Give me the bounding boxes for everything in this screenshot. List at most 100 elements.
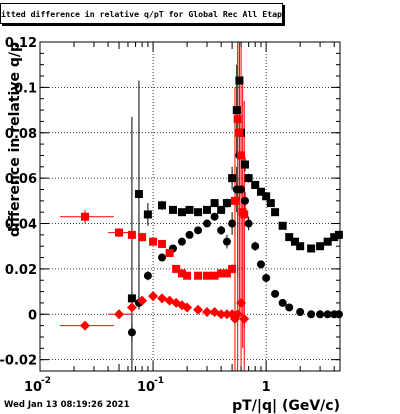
data-point-square bbox=[177, 269, 186, 278]
y-tick-label: 0.02 bbox=[5, 263, 37, 278]
data-point-circle bbox=[217, 226, 226, 235]
data-point-square bbox=[217, 205, 226, 214]
data-point-square bbox=[285, 233, 294, 242]
data-point-square bbox=[158, 239, 167, 248]
data-point-square bbox=[262, 192, 271, 201]
timestamp: Wed Jan 13 08:19:26 2021 bbox=[4, 400, 130, 410]
data-point-square bbox=[194, 271, 203, 280]
data-point-square bbox=[240, 210, 249, 219]
data-point-circle bbox=[222, 237, 231, 246]
data-point-square bbox=[296, 242, 305, 251]
x-tick-label: 1 bbox=[262, 380, 271, 395]
data-point-square bbox=[222, 269, 231, 278]
x-tick-label: 10 bbox=[24, 380, 42, 395]
data-point-circle bbox=[228, 219, 237, 228]
data-point-circle bbox=[296, 308, 305, 317]
data-point-square bbox=[240, 160, 249, 169]
y-tick-label: 0.1 bbox=[14, 81, 37, 96]
data-point-square bbox=[237, 151, 246, 160]
data-point-circle bbox=[285, 303, 294, 312]
data-point-circle bbox=[307, 310, 316, 319]
data-point-circle bbox=[256, 260, 265, 269]
data-point-diamond bbox=[137, 295, 148, 306]
x-axis-title: pT/|q| (GeV/c) bbox=[232, 398, 340, 414]
data-point-diamond bbox=[79, 320, 90, 331]
data-point-square bbox=[203, 205, 212, 214]
data-point-diamond bbox=[182, 302, 193, 313]
y-tick-label: 0.04 bbox=[5, 218, 37, 233]
data-point-circle bbox=[177, 237, 186, 246]
data-point-square bbox=[143, 210, 152, 219]
data-point-circle bbox=[237, 185, 246, 194]
data-point-square bbox=[203, 271, 212, 280]
y-axis-title: difference in relative q/p bbox=[7, 42, 23, 237]
data-point-square bbox=[266, 199, 275, 208]
data-point-circle bbox=[251, 242, 260, 251]
x-tick-label-exponent: -1 bbox=[154, 376, 164, 386]
data-point-square bbox=[194, 208, 203, 217]
data-point-square bbox=[80, 212, 89, 221]
data-point-square bbox=[222, 199, 231, 208]
data-point-square bbox=[165, 249, 174, 258]
data-point-square bbox=[138, 233, 147, 242]
y-tick-label: 0.12 bbox=[5, 36, 37, 51]
data-point-square bbox=[210, 199, 219, 208]
data-point-square bbox=[256, 187, 265, 196]
data-point-square bbox=[235, 76, 244, 85]
error-bars bbox=[59, 42, 340, 371]
y-tick-label: 0 bbox=[28, 308, 37, 323]
data-point-square bbox=[278, 221, 287, 230]
data-point-square bbox=[251, 180, 260, 189]
data-point-square bbox=[217, 269, 226, 278]
data-point-diamond bbox=[216, 309, 227, 320]
data-point-square bbox=[291, 237, 300, 246]
data-point-square bbox=[134, 190, 143, 199]
data-point-square bbox=[233, 115, 242, 124]
x-tick-labels: 10-2 10-1 1 bbox=[24, 376, 271, 395]
data-point-circle bbox=[323, 310, 332, 319]
data-point-circle bbox=[262, 273, 271, 282]
data-point-square bbox=[158, 201, 167, 210]
data-point-diamond bbox=[193, 304, 204, 315]
data-point-circle bbox=[210, 212, 219, 221]
x-tick-label: 10 bbox=[137, 380, 155, 395]
data-point-diamond bbox=[157, 293, 168, 304]
data-point-square bbox=[177, 208, 186, 217]
data-point-circle bbox=[203, 219, 212, 228]
data-point-circle bbox=[271, 289, 280, 298]
plot-frame bbox=[39, 41, 341, 372]
data-point-circle bbox=[316, 310, 325, 319]
data-point-square bbox=[228, 264, 237, 273]
data-point-circle bbox=[194, 226, 203, 235]
data-point-diamond bbox=[239, 313, 250, 324]
data-point-diamond bbox=[236, 297, 247, 308]
data-point-circle bbox=[240, 196, 249, 205]
data-marks bbox=[79, 76, 343, 337]
data-point-circle bbox=[185, 230, 194, 239]
data-point-diamond bbox=[202, 307, 213, 318]
data-point-square bbox=[330, 233, 339, 242]
data-point-square bbox=[316, 242, 325, 251]
x-tick-label-exponent: -2 bbox=[41, 376, 51, 386]
data-point-square bbox=[185, 205, 194, 214]
data-point-square bbox=[210, 271, 219, 280]
data-point-square bbox=[115, 228, 124, 237]
data-point-circle bbox=[127, 328, 136, 337]
data-point-square bbox=[228, 174, 237, 183]
data-point-diamond bbox=[148, 291, 159, 302]
data-point-square bbox=[323, 237, 332, 246]
data-point-square bbox=[172, 264, 181, 273]
y-tick-labels: -0.02 0 0.02 0.04 0.06 0.08 0.1 0.12 bbox=[0, 36, 37, 369]
data-point-square bbox=[271, 208, 280, 217]
data-point-diamond bbox=[126, 302, 137, 313]
data-point-square bbox=[230, 196, 239, 205]
data-point-square bbox=[307, 244, 316, 253]
y-tick-label: 0.08 bbox=[5, 127, 37, 142]
data-point-diamond bbox=[114, 309, 125, 320]
data-point-circle bbox=[244, 219, 253, 228]
y-tick-label: -0.02 bbox=[0, 354, 37, 369]
data-point-square bbox=[168, 205, 177, 214]
data-point-circle bbox=[158, 253, 167, 262]
data-point-square bbox=[232, 106, 241, 115]
